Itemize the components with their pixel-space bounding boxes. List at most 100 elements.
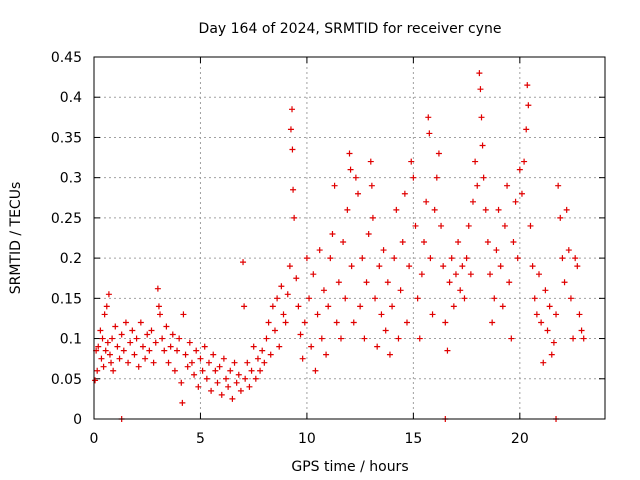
data-point (289, 146, 296, 153)
data-point (479, 142, 486, 149)
data-point (267, 351, 274, 358)
data-point (374, 343, 381, 350)
data-point (550, 339, 557, 346)
data-point (325, 303, 332, 310)
data-point (484, 239, 491, 246)
grid-lines (94, 57, 605, 419)
data-point (448, 255, 455, 262)
data-points (92, 70, 587, 422)
data-point (103, 303, 110, 310)
data-point (474, 182, 481, 189)
data-point (429, 311, 436, 318)
data-point (244, 359, 251, 366)
data-point (152, 339, 159, 346)
y-tick-label: 0.45 (51, 50, 82, 66)
data-point (442, 319, 449, 326)
data-point (344, 206, 351, 213)
data-point (467, 271, 474, 278)
data-point (99, 335, 106, 342)
data-point (301, 319, 308, 326)
data-point (369, 214, 376, 221)
x-tick-label: 20 (511, 431, 529, 447)
data-point (555, 182, 562, 189)
x-axis-label: GPS time / hours (291, 459, 408, 475)
data-point (155, 303, 162, 310)
data-point (295, 303, 302, 310)
data-point (290, 186, 297, 193)
data-point (426, 130, 433, 137)
data-point (241, 303, 248, 310)
data-point (435, 150, 442, 157)
data-point (335, 279, 342, 286)
data-point (380, 247, 387, 254)
data-point (535, 271, 542, 278)
data-point (450, 303, 457, 310)
data-point (176, 335, 183, 342)
data-point (559, 255, 566, 262)
data-point (150, 359, 157, 366)
data-point (331, 182, 338, 189)
data-point (165, 359, 172, 366)
data-point (480, 174, 487, 181)
data-point (508, 335, 515, 342)
data-point (510, 239, 517, 246)
data-point (461, 295, 468, 302)
data-point (265, 319, 272, 326)
data-point (108, 359, 115, 366)
data-point (314, 311, 321, 318)
data-point (580, 335, 587, 342)
data-point (395, 335, 402, 342)
data-point (320, 287, 327, 294)
data-point (214, 379, 221, 386)
data-point (122, 319, 129, 326)
data-point (523, 126, 530, 133)
data-point (114, 343, 121, 350)
data-point (570, 335, 577, 342)
data-point (333, 319, 340, 326)
data-point (208, 387, 215, 394)
data-point (282, 319, 289, 326)
y-tick-label: 0.1 (60, 332, 82, 348)
data-point (463, 255, 470, 262)
data-point (482, 206, 489, 213)
data-point (137, 319, 144, 326)
data-point (297, 331, 304, 338)
x-tick-label: 15 (404, 431, 422, 447)
data-point (169, 331, 176, 338)
data-point (306, 295, 313, 302)
data-point (308, 343, 315, 350)
data-point (531, 295, 538, 302)
data-point (289, 106, 296, 113)
data-point (146, 347, 153, 354)
data-point (159, 335, 166, 342)
data-point (367, 158, 374, 165)
data-point (235, 371, 242, 378)
data-point (440, 263, 447, 270)
data-point (382, 327, 389, 334)
data-point (157, 311, 164, 318)
data-point (257, 367, 264, 374)
data-point (425, 114, 432, 121)
data-point (489, 319, 496, 326)
y-tick-label: 0.35 (51, 130, 82, 146)
data-point (104, 339, 111, 346)
data-point (263, 335, 270, 342)
data-point (287, 126, 294, 133)
data-point (469, 198, 476, 205)
data-point (574, 263, 581, 270)
data-point (237, 387, 244, 394)
data-point (495, 206, 502, 213)
y-tick-label: 0.15 (51, 291, 82, 307)
data-point (497, 263, 504, 270)
x-tick-label: 10 (298, 431, 316, 447)
data-point (521, 158, 528, 165)
data-point (229, 395, 236, 402)
data-point (139, 343, 146, 350)
data-point (342, 295, 349, 302)
data-point (525, 102, 532, 109)
data-point (148, 327, 155, 334)
data-point (389, 303, 396, 310)
data-point (118, 331, 125, 338)
data-point (401, 190, 408, 197)
